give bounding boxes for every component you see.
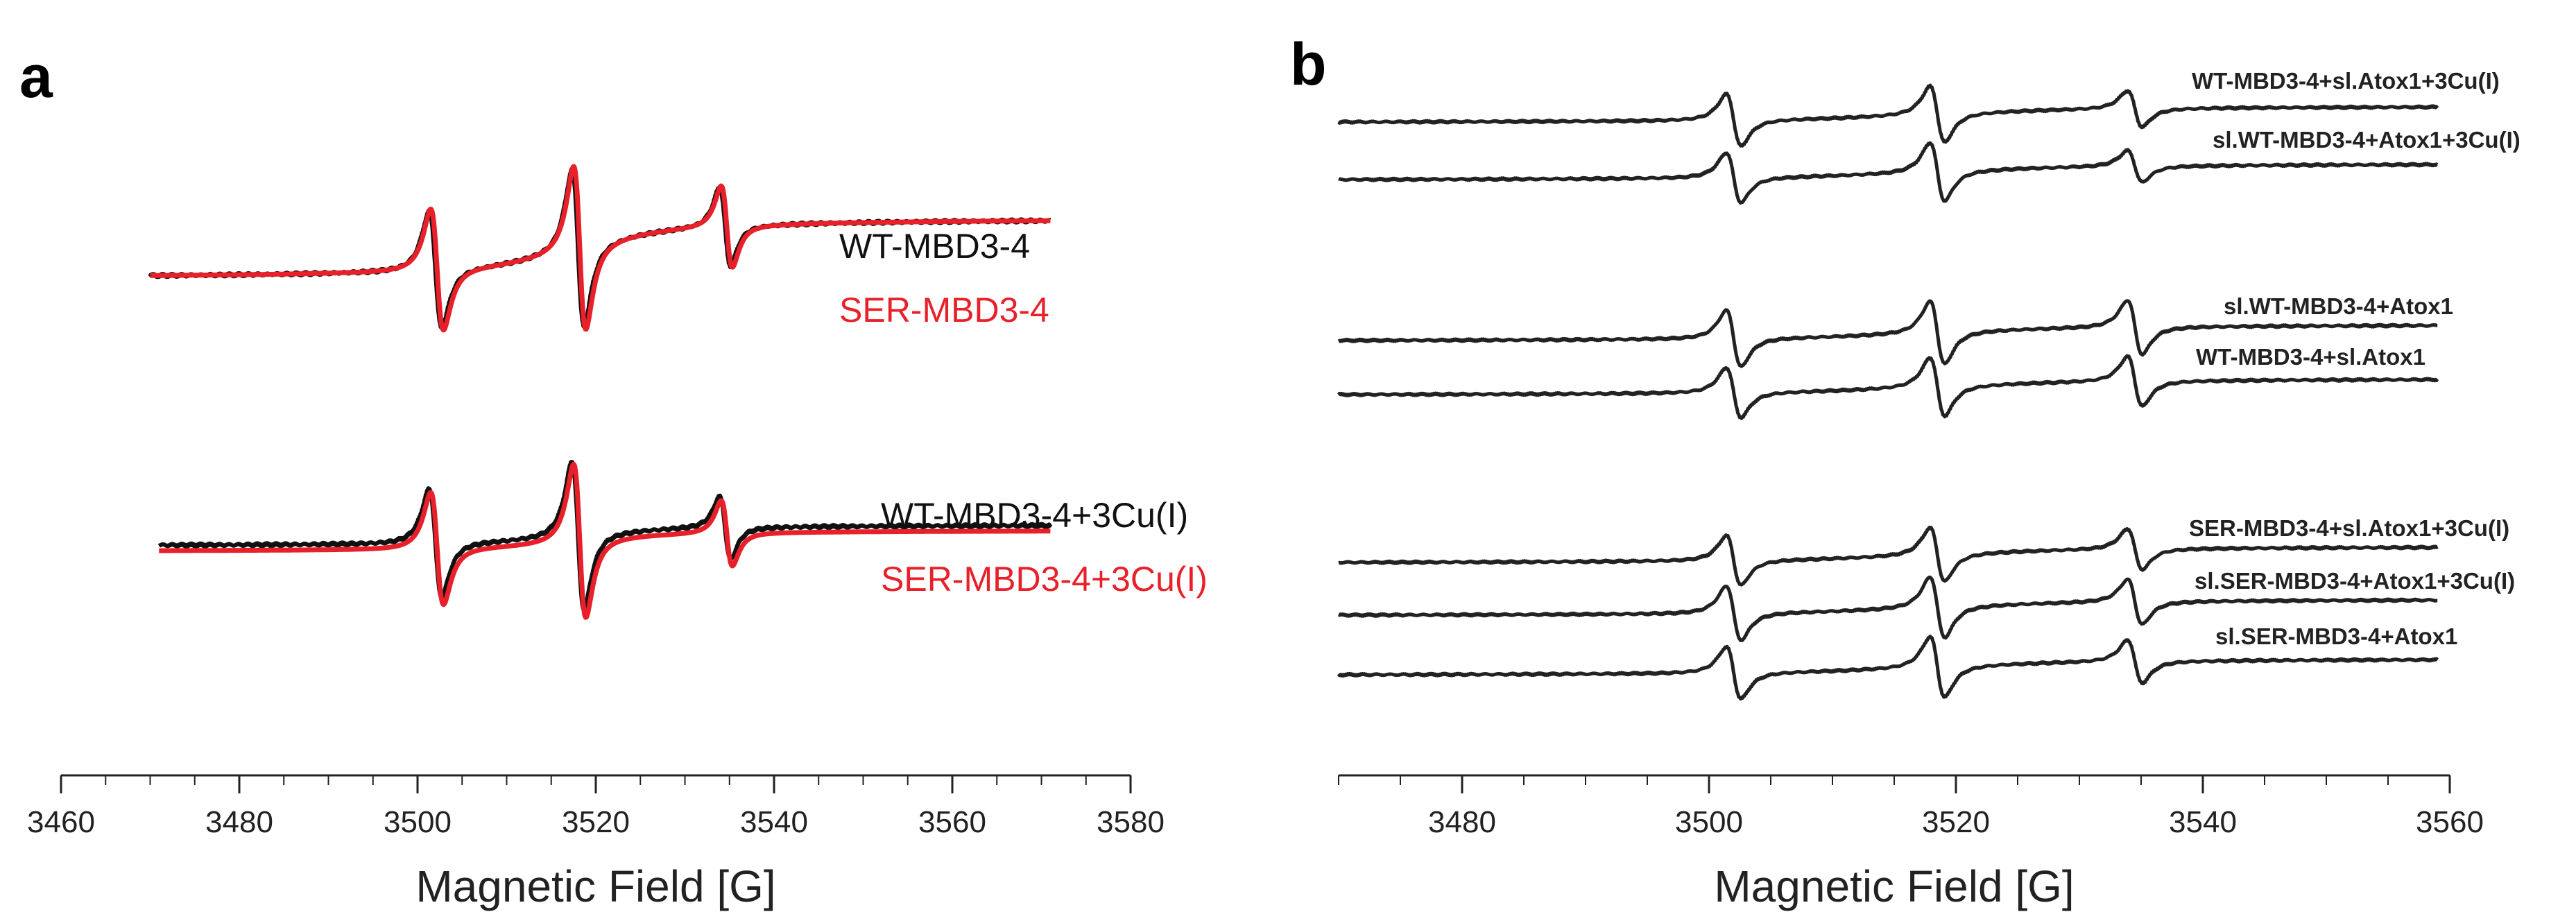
panel-a-legend: WT-MBD3-4 SER-MBD3-4 WT-MBD3-4+3Cu(I) SER-M…	[839, 227, 1208, 599]
tick-label: 3580	[1097, 805, 1165, 839]
legend-entry: SER-MBD3-4	[839, 291, 1049, 329]
legend-entry: sl.SER-MBD3-4+Atox1+3Cu(I)	[2195, 568, 2515, 594]
tick-label: 3500	[1675, 805, 1743, 839]
tick-label: 3560	[2416, 805, 2484, 839]
tick-label: 3460	[27, 805, 95, 839]
panel-letter-b: b	[1290, 31, 1327, 98]
tick-label: 3540	[2169, 805, 2237, 839]
legend-entry: WT-MBD3-4+3Cu(I)	[881, 496, 1188, 535]
series-line-ser-mbd3-4	[148, 164, 1052, 333]
legend-entry: SER-MBD3-4+3Cu(I)	[881, 560, 1208, 599]
panel-a-curves	[148, 164, 1053, 620]
legend-entry: sl.WT-MBD3-4+Atox1+3Cu(I)	[2213, 127, 2521, 153]
panel-b-ticks: 3480 3500 3520 3540 3560	[1338, 775, 2484, 839]
panel-letter-a: a	[19, 44, 53, 110]
panel-b-curves	[1337, 83, 2439, 701]
series-line-wt-mbd3-4-sl-atox1	[1337, 354, 2439, 420]
legend-entry: WT-MBD3-4	[839, 227, 1030, 266]
tick-label: 3500	[384, 805, 452, 839]
series-line-sl-ser-mbd3-4-atox1	[1337, 635, 2439, 701]
legend-entry: WT-MBD3-4+sl.Atox1+3Cu(I)	[2192, 68, 2500, 94]
legend-entry: sl.WT-MBD3-4+Atox1	[2224, 293, 2453, 319]
series-line-wt-mbd3-4-3cu-i-	[157, 460, 1053, 612]
tick-label: 3480	[1428, 805, 1496, 839]
series-line-wt-mbd3-4-sl-atox1-3cu-i-	[1337, 83, 2439, 148]
series-line-sl-ser-mbd3-4-atox1-3cu-i-	[1337, 575, 2439, 642]
tick-label: 3540	[740, 805, 808, 839]
legend-entry: WT-MBD3-4+sl.Atox1	[2196, 344, 2425, 370]
panel-a-x-axis-label: Magnetic Field [G]	[415, 861, 775, 911]
series-line-sl-wt-mbd3-4-atox1-3cu-i-	[1337, 141, 2439, 205]
legend-entry: sl.SER-MBD3-4+Atox1	[2215, 623, 2457, 649]
panel-b-x-axis-label: Magnetic Field [G]	[1714, 861, 2074, 911]
tick-label: 3560	[918, 805, 986, 839]
legend-entry: SER-MBD3-4+sl.Atox1+3Cu(I)	[2189, 515, 2509, 541]
series-line-ser-mbd3-4-sl-atox1-3cu-i-	[1337, 526, 2439, 587]
series-line-sl-wt-mbd3-4-atox1	[1337, 299, 2439, 368]
panel-a: a WT-MBD3-4 SER-MBD3-4 WT-MBD3-4+3Cu(I) SER…	[19, 44, 1208, 911]
tick-label: 3480	[205, 805, 273, 839]
tick-label: 3520	[562, 805, 630, 839]
tick-label: 3520	[1922, 805, 1990, 839]
panel-b: b WT-MBD3-4+sl.Atox1+3Cu(I) sl.WT-MBD3-4+…	[1290, 31, 2521, 911]
series-line-ser-mbd3-4-3cu-i-	[157, 461, 1052, 620]
panel-a-ticks: 3460 3480 3500 3520 3540 3560 3580	[27, 775, 1165, 839]
panel-b-legend: WT-MBD3-4+sl.Atox1+3Cu(I) sl.WT-MBD3-4+At…	[2189, 68, 2521, 649]
